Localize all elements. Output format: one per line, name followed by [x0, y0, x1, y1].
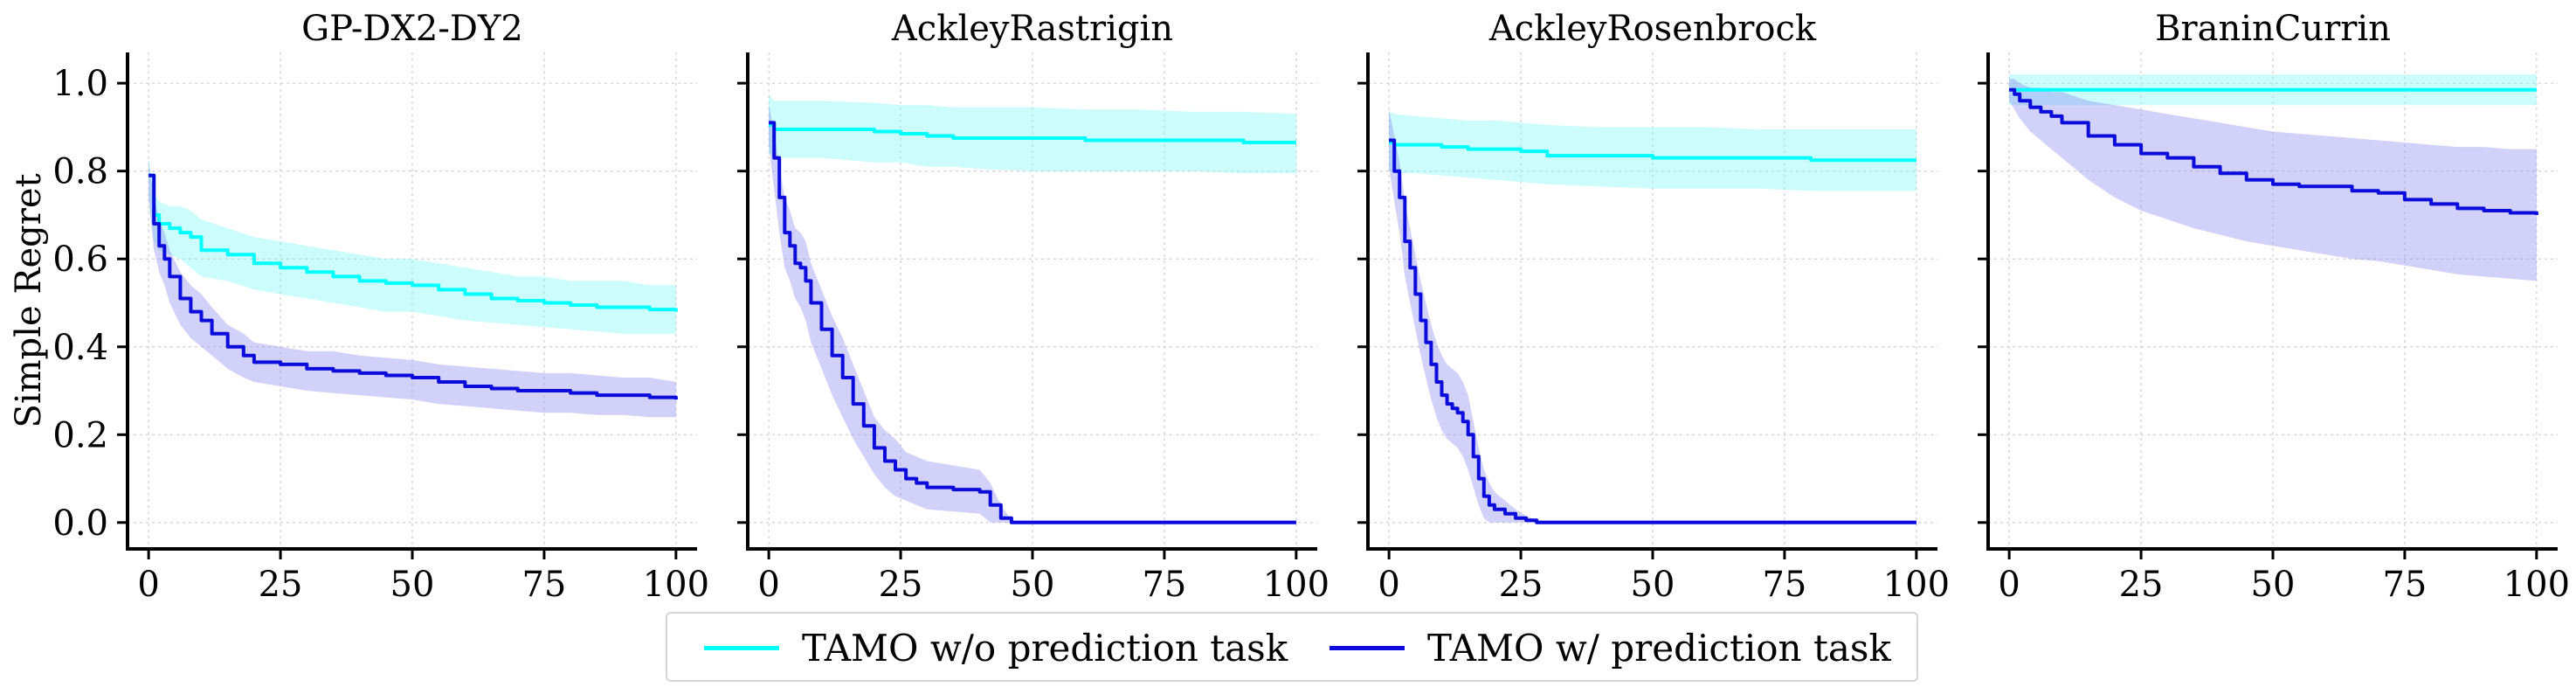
band-wo	[1389, 111, 1916, 191]
band-wo	[769, 94, 1296, 174]
x-tick-label: 75	[521, 565, 566, 605]
x-tick-label: 75	[2382, 565, 2427, 605]
series-line-wo	[1389, 141, 1916, 163]
y-tick-label: 0.4	[52, 328, 108, 368]
x-tick-label: 0	[1998, 565, 2020, 605]
y-tick-label: 0.8	[52, 152, 108, 192]
legend-label-w: TAMO w/ prediction task	[1427, 626, 1891, 670]
x-tick-label: 50	[2251, 565, 2296, 605]
panel-title: AckleyRastrigin	[891, 9, 1173, 49]
y-tick-label: 0.6	[52, 239, 108, 280]
x-tick-label: 50	[390, 565, 435, 605]
x-tick-label: 75	[1142, 565, 1186, 605]
x-tick-label: 100	[1883, 565, 1950, 605]
series-line-wo	[769, 122, 1296, 144]
legend: TAMO w/o prediction task TAMO w/ predict…	[666, 612, 1918, 682]
series-line-wo	[148, 173, 678, 312]
panel-title: AckleyRosenbrock	[1488, 9, 1817, 49]
x-tick-label: 0	[137, 565, 159, 605]
legend-item-w: TAMO w/ prediction task	[1329, 626, 1891, 670]
legend-line-wo	[704, 645, 779, 650]
series-line-w	[148, 173, 678, 400]
x-tick-label: 0	[1378, 565, 1399, 605]
x-tick-label: 25	[879, 565, 923, 605]
x-tick-label: 100	[2503, 565, 2570, 605]
series-line-w	[1389, 138, 1916, 524]
panel-title: GP-DX2-DY2	[301, 9, 523, 49]
legend-label-wo: TAMO w/o prediction task	[802, 626, 1288, 670]
y-tick-label: 0.0	[52, 503, 108, 544]
series-line-w	[2009, 87, 2538, 215]
x-tick-label: 100	[1263, 565, 1329, 605]
y-tick-label: 1.0	[52, 64, 108, 104]
series-line-w	[769, 121, 1296, 524]
legend-line-w	[1329, 645, 1405, 650]
band-w	[148, 162, 676, 418]
x-tick-label: 25	[2119, 565, 2164, 605]
panel-title: BraninCurrin	[2155, 9, 2391, 49]
legend-item-wo: TAMO w/o prediction task	[704, 626, 1288, 670]
band-wo	[148, 157, 676, 334]
x-tick-label: 0	[757, 565, 779, 605]
x-tick-label: 25	[259, 565, 303, 605]
x-tick-label: 25	[1499, 565, 1544, 605]
y-axis-label: Simple Regret	[9, 173, 49, 427]
x-tick-label: 50	[1011, 565, 1055, 605]
y-tick-label: 0.2	[52, 415, 108, 455]
x-tick-label: 100	[643, 565, 709, 605]
x-tick-label: 50	[1631, 565, 1675, 605]
x-tick-label: 75	[1762, 565, 1806, 605]
